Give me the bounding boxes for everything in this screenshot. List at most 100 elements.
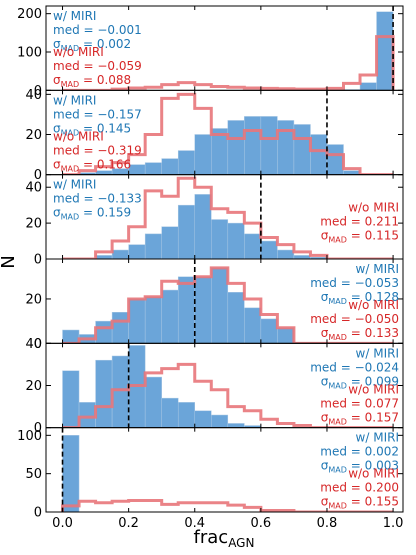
miri-bar-3-5: [128, 244, 146, 260]
miri-bar-5-11: [227, 423, 245, 428]
stats-miri-4-median: med = −0.053: [310, 276, 399, 290]
panel-frame-6: [45, 427, 404, 513]
stats-miri-6-median: med = 0.002: [320, 445, 399, 459]
stats-nomiri-1-median: med = −0.059: [53, 59, 142, 73]
stats-nomiri-2-sigma: σMAD = 0.166: [53, 157, 131, 173]
miri-bar-3-12: [244, 233, 262, 260]
stats-nomiri-6-median: med = 0.200: [320, 481, 399, 495]
y-tick-label-4-20: 20: [25, 292, 42, 307]
stats-nomiri-4-median: med = −0.050: [310, 312, 399, 326]
miri-bar-2-9: [194, 134, 212, 175]
x-axis-label: fracAGN: [194, 527, 255, 550]
y-tick-label-3-0: 0: [34, 253, 42, 268]
y-tick-label-6-100: 100: [17, 429, 42, 444]
miri-bar-3-10: [211, 219, 229, 260]
miri-bar-2-16: [310, 134, 328, 175]
stats-miri-5-median: med = −0.024: [310, 360, 399, 374]
miri-bar-3-3: [95, 255, 113, 260]
miri-bar-4-4: [111, 312, 129, 344]
miri-bar-4-6: [144, 296, 162, 344]
miri-bar-4-1: [62, 329, 80, 344]
miri-bar-3-9: [194, 194, 212, 260]
miri-bar-2-15: [293, 124, 311, 175]
miri-bar-4-7: [161, 289, 179, 344]
stats-nomiri-6-sigma: σMAD = 0.155: [321, 495, 399, 511]
x-tick-label-1: 0.2: [118, 516, 139, 531]
y-tick-label-6-0: 0: [34, 506, 42, 521]
miri-bar-2-12: [244, 116, 262, 175]
miri-bar-5-7: [161, 397, 179, 428]
y-tick-label-4-0: 0: [34, 337, 42, 352]
y-tick-label-5-40: 40: [25, 337, 42, 352]
miri-bar-4-12: [244, 307, 262, 344]
miri-bar-5-8: [177, 402, 196, 428]
miri-bar-2-18: [343, 170, 361, 175]
stats-nomiri-1-label: w/o MIRI: [53, 45, 104, 59]
stats-miri-5-sigma: σMAD = 0.099: [321, 374, 399, 390]
miri-bar-5-2: [78, 402, 96, 428]
stats-miri-3-label: w/ MIRI: [53, 178, 96, 192]
miri-bar-1-19: [359, 82, 377, 91]
miri-bar-4-9: [194, 276, 212, 344]
miri-bar-2-14: [277, 120, 295, 175]
miri-bar-1-20: [376, 11, 394, 91]
miri-bar-5-9: [194, 410, 212, 428]
x-tick-label-4: 0.8: [317, 516, 338, 531]
stats-nomiri-3-sigma: σMAD = 0.115: [321, 229, 399, 245]
miri-bar-3-11: [227, 222, 245, 260]
y-axis-label: N: [0, 255, 19, 268]
miri-bar-4-13: [260, 318, 278, 344]
miri-bar-3-15: [293, 255, 311, 260]
stats-miri-4-label: w/ MIRI: [356, 262, 399, 276]
y-tick-label-2-20: 20: [25, 128, 42, 143]
miri-bar-3-14: [277, 249, 295, 260]
miri-bar-4-10: [211, 267, 229, 344]
stats-miri-2-median: med = −0.157: [53, 107, 142, 121]
stats-nomiri-3-label: w/o MIRI: [348, 201, 399, 215]
nomiri-step-line-5: [62, 362, 394, 428]
stats-nomiri-2-median: med = −0.319: [53, 143, 142, 157]
stats-miri-4-sigma: σMAD = 0.128: [321, 290, 399, 306]
miri-bar-4-3: [95, 320, 113, 344]
miri-bar-2-6: [144, 162, 162, 175]
miri-bar-2-13: [260, 116, 278, 175]
x-tick-label-5: 1.0: [383, 516, 404, 531]
stats-miri-3-sigma: σMAD = 0.159: [53, 206, 131, 222]
miri-bar-5-1: [62, 370, 80, 428]
stats-nomiri-1-sigma: σMAD = 0.088: [53, 73, 131, 89]
y-tick-label-5-20: 20: [25, 379, 42, 394]
stats-miri-3-median: med = −0.133: [53, 192, 142, 206]
stats-miri-2-label: w/ MIRI: [53, 93, 96, 107]
miri-bar-2-17: [326, 144, 344, 175]
miri-bar-2-8: [177, 150, 196, 175]
stats-nomiri-2-label: w/o MIRI: [53, 129, 104, 143]
y-tick-label-2-0: 0: [34, 168, 42, 183]
miri-bar-4-5: [128, 298, 146, 344]
nomiri-step-line-1: [62, 35, 395, 91]
miri-bar-5-10: [211, 414, 229, 428]
x-tick-label-0: 0.0: [52, 516, 73, 531]
stats-miri-6-sigma: σMAD = 0.003: [321, 459, 399, 475]
y-tick-label-3-20: 20: [25, 217, 42, 232]
miri-bar-5-3: [95, 359, 113, 428]
x-tick-label-2: 0.4: [184, 516, 205, 531]
miri-bar-4-14: [277, 327, 295, 344]
stats-miri-6-label: w/ MIRI: [356, 431, 399, 445]
miri-bar-3-7: [161, 226, 179, 260]
nomiri-step-line-2: [62, 92, 394, 175]
stats-nomiri-4-sigma: σMAD = 0.133: [321, 326, 399, 342]
stats-nomiri-3-median: med = 0.211: [320, 215, 399, 229]
nomiri-step-line-3: [62, 176, 394, 260]
y-tick-label-6-50: 50: [25, 467, 42, 482]
stats-nomiri-6-label: w/o MIRI: [348, 467, 399, 481]
miri-bar-4-11: [227, 292, 245, 344]
stats-miri-5-label: w/ MIRI: [356, 346, 399, 360]
miri-bar-3-8: [177, 204, 196, 260]
stats-nomiri-5-sigma: σMAD = 0.157: [321, 410, 399, 426]
